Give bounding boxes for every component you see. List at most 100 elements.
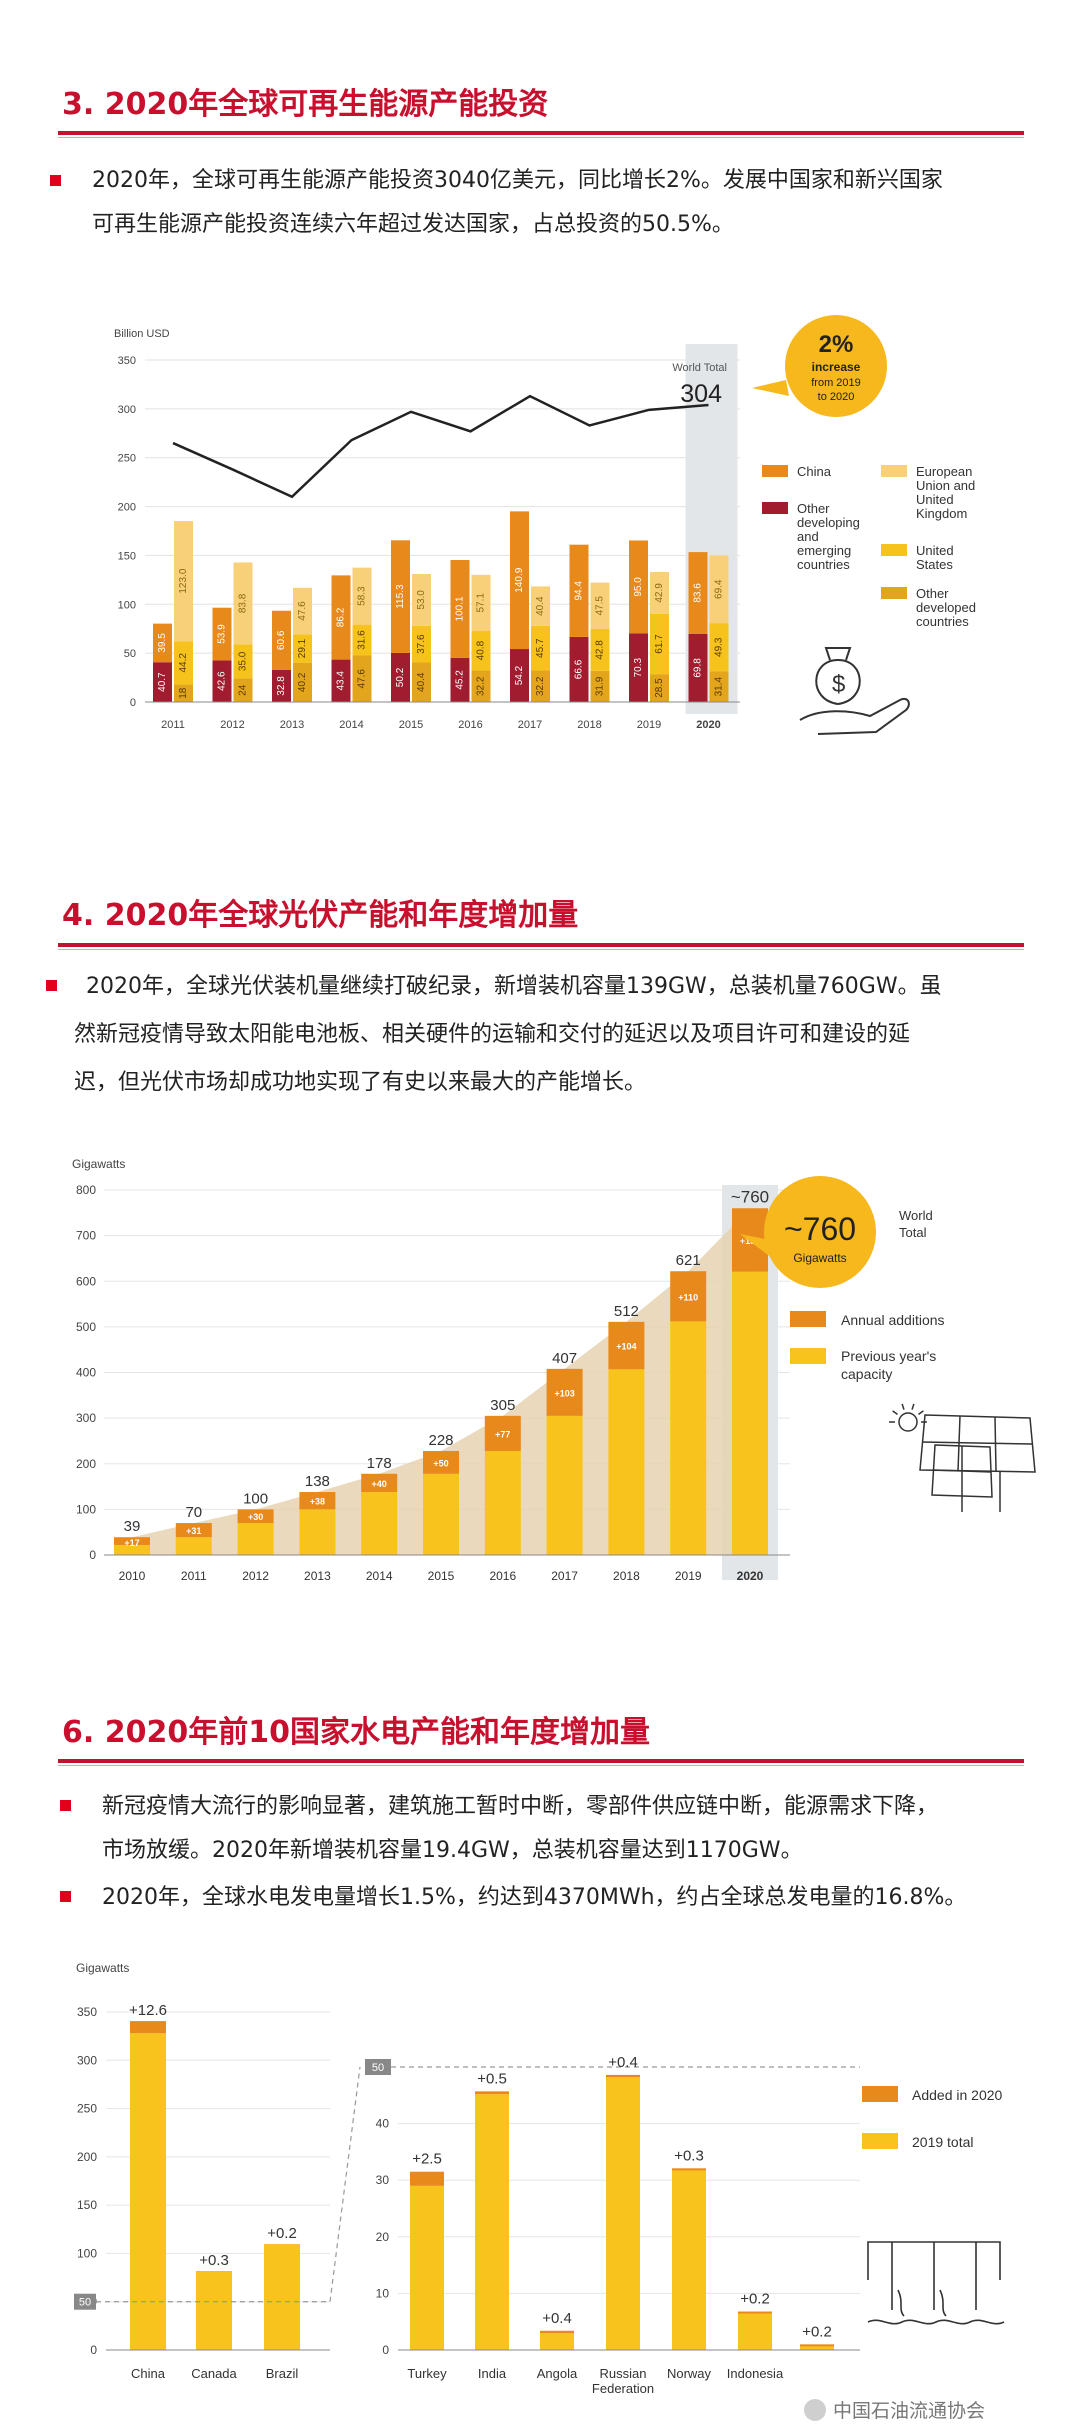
bar-value-label: 53.0 xyxy=(416,590,427,610)
x-tick-label: 2012 xyxy=(220,719,244,731)
bar-added-2020 xyxy=(130,2021,166,2034)
bar-value-label: 31.9 xyxy=(595,676,606,696)
bar-segment xyxy=(174,641,193,685)
legend-swatch xyxy=(762,502,788,514)
paragraph-line: 2020年，全球光伏装机量继续打破纪录，新增装机容量139GW，总装机量760G… xyxy=(86,974,942,999)
bar-segment xyxy=(688,633,708,702)
added-label: +0.4 xyxy=(608,2054,638,2071)
bar-value-label: 31.6 xyxy=(357,630,368,650)
bar-segment xyxy=(510,649,529,702)
paragraph-line: 然新冠疫情导致太阳能电池板、相关硬件的运输和交付的延迟以及项目许可和建设的延 xyxy=(74,1022,911,1047)
total-label: 178 xyxy=(367,1455,392,1472)
bar-previous-capacity xyxy=(114,1544,150,1555)
bar-segment xyxy=(233,562,253,645)
bar-segment xyxy=(391,540,410,653)
x-tick-label: 2020 xyxy=(696,719,720,731)
callout-text: to 2020 xyxy=(818,391,855,403)
legend-swatch xyxy=(790,1311,826,1327)
legend-label: countries xyxy=(916,614,969,629)
legend-label: Union and xyxy=(916,478,975,493)
x-tick-label: 2019 xyxy=(637,719,661,731)
x-tick-label: 2014 xyxy=(339,719,363,731)
bar-segment xyxy=(471,574,491,631)
bar-segment xyxy=(709,671,729,702)
paragraph-line: 新冠疫情大流行的影响显著，建筑施工暂时中断，零部件供应链中断，能源需求下降， xyxy=(102,1794,939,1819)
added-label: +0.2 xyxy=(740,2291,770,2308)
y-axis-label: Billion USD xyxy=(114,328,170,340)
total-label: 407 xyxy=(552,1350,577,1367)
bar-annual-addition xyxy=(423,1450,459,1474)
legend-label: developed xyxy=(916,600,976,615)
total-label: 138 xyxy=(305,1473,330,1490)
bar-segment xyxy=(352,624,372,656)
y-tick-label: 300 xyxy=(77,2053,97,2067)
y-tick-label: 300 xyxy=(118,404,136,416)
bar-value-label: 42.8 xyxy=(595,640,606,660)
x-tick-label: 2016 xyxy=(489,1569,516,1583)
x-tick-label: 2017 xyxy=(551,1569,578,1583)
total-label: 512 xyxy=(614,1303,639,1320)
bar-value-label: 42.9 xyxy=(654,583,665,603)
y-tick-label: 150 xyxy=(77,2198,97,2212)
x-tick-label: 2015 xyxy=(399,719,423,731)
callout-text: increase xyxy=(812,360,861,374)
y-tick-label: 0 xyxy=(90,2343,97,2357)
bar-value-label: 69.4 xyxy=(714,579,725,599)
section-rule-thin xyxy=(58,949,1024,950)
legend-swatch xyxy=(862,2133,898,2149)
bar-segment xyxy=(590,670,610,702)
paragraph-line: 市场放缓。2020年新增装机容量19.4GW，总装机容量达到1170GW。 xyxy=(102,1838,803,1863)
total-label: 305 xyxy=(490,1397,515,1414)
y-tick-label: 200 xyxy=(118,502,136,514)
bar-segment xyxy=(331,659,351,702)
legend-label: Added in 2020 xyxy=(912,2087,1003,2103)
bar-annual-addition xyxy=(237,1509,274,1524)
bar-2019-total xyxy=(410,2185,444,2350)
bar-segment xyxy=(650,571,669,614)
section-title-solar: 4. 2020年全球光伏产能和年度增加量 xyxy=(62,898,579,933)
total-label: ~760 xyxy=(731,1187,769,1206)
addition-label: +110 xyxy=(678,1292,698,1302)
addition-label: +103 xyxy=(554,1388,574,1398)
bar-segment xyxy=(709,555,729,624)
bar-segment xyxy=(233,644,253,679)
bar-segment xyxy=(153,662,172,702)
world-total-label: World Total xyxy=(672,362,727,374)
total-label: 70 xyxy=(185,1504,202,1521)
y-tick-label: 200 xyxy=(76,1457,96,1471)
bar-segment xyxy=(331,575,351,660)
bar-value-label: 100.1 xyxy=(455,596,466,621)
bar-value-label: 58.3 xyxy=(357,586,368,606)
addition-label: +77 xyxy=(495,1429,510,1439)
legend-label: States xyxy=(916,557,953,572)
section-rule xyxy=(58,1759,1024,1763)
section-rule-thin xyxy=(58,137,1024,138)
legend-label: Annual additions xyxy=(841,1312,945,1328)
bar-2019-total xyxy=(672,2170,706,2350)
bar-annual-addition xyxy=(670,1271,707,1322)
bar-value-label: 57.1 xyxy=(476,593,487,613)
x-tick-label: 2016 xyxy=(458,719,482,731)
money-bag-hand-icon: $ xyxy=(799,647,910,735)
x-tick-label: Indonesia xyxy=(727,2366,784,2381)
addition-label: +38 xyxy=(310,1497,325,1507)
x-tick-label: 2010 xyxy=(119,1569,146,1583)
hydro-dam-icon xyxy=(867,2241,1005,2325)
bullet-marker xyxy=(60,1891,71,1902)
x-tick-label: 2019 xyxy=(675,1569,702,1583)
total-label: 621 xyxy=(676,1252,701,1269)
y-tick-label: 500 xyxy=(76,1320,96,1334)
y-tick-label: 30 xyxy=(376,2173,390,2187)
y-axis-label: Gigawatts xyxy=(76,1961,129,1975)
bar-value-label: 123.0 xyxy=(178,568,189,593)
solar-panel-icon xyxy=(889,1403,1036,1512)
svg-text:$: $ xyxy=(832,671,845,698)
bar-segment xyxy=(233,678,253,702)
bar-segment xyxy=(212,607,232,661)
callout-text: from 2019 xyxy=(811,377,861,389)
bar-value-label: 42.6 xyxy=(217,671,228,691)
bar-segment xyxy=(212,660,232,702)
callout-unit: Gigawatts xyxy=(793,1251,846,1265)
bar-value-label: 47.6 xyxy=(297,601,308,621)
legend-label: capacity xyxy=(841,1366,892,1382)
